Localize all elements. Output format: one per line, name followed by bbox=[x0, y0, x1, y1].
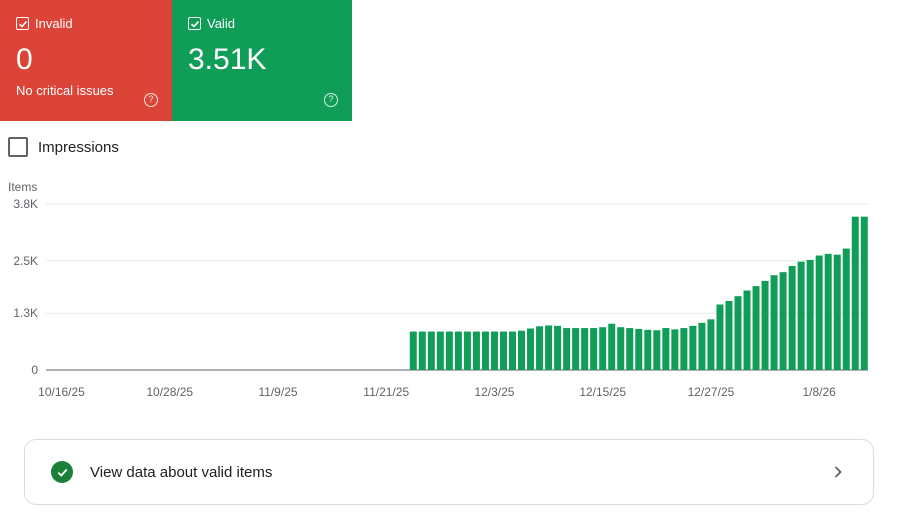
chart-bar[interactable] bbox=[833, 254, 841, 370]
chart-bar[interactable] bbox=[788, 266, 796, 370]
view-valid-items-link[interactable]: View data about valid items bbox=[24, 439, 874, 505]
view-valid-items-label: View data about valid items bbox=[90, 463, 273, 481]
x-tick-label: 1/8/26 bbox=[802, 385, 836, 399]
x-tick-label: 10/16/25 bbox=[38, 385, 85, 399]
chart-bar[interactable] bbox=[725, 300, 733, 370]
chart-bar[interactable] bbox=[436, 331, 444, 370]
y-axis-title: Items bbox=[8, 180, 37, 194]
chart-bar[interactable] bbox=[752, 286, 760, 370]
chart-bar[interactable] bbox=[454, 331, 462, 370]
valid-card-label: Valid bbox=[207, 16, 235, 31]
y-tick-label: 1.3K bbox=[13, 306, 38, 320]
chart-bar[interactable] bbox=[860, 216, 868, 370]
chart-bar[interactable] bbox=[518, 330, 526, 370]
chart-bar[interactable] bbox=[427, 331, 435, 370]
impressions-toggle[interactable]: Impressions bbox=[8, 137, 119, 157]
chart-bar[interactable] bbox=[689, 325, 697, 370]
x-tick-label: 10/28/25 bbox=[146, 385, 193, 399]
x-tick-label: 12/27/25 bbox=[688, 385, 735, 399]
y-tick-label: 2.5K bbox=[13, 254, 38, 268]
chart-bar[interactable] bbox=[590, 328, 598, 370]
chart-bar[interactable] bbox=[761, 280, 769, 370]
chart-bar[interactable] bbox=[770, 275, 778, 370]
check-circle-icon bbox=[51, 461, 73, 483]
invalid-status-card[interactable]: Invalid 0 No critical issues ? bbox=[0, 0, 172, 121]
x-axis-ticks: 10/16/25 10/28/25 11/9/25 11/21/25 12/3/25 12… bbox=[38, 385, 836, 399]
valid-count: 3.51K bbox=[188, 43, 267, 76]
chart-bar[interactable] bbox=[527, 328, 535, 371]
chart-bar[interactable] bbox=[797, 261, 805, 370]
chart-bar[interactable] bbox=[662, 328, 670, 370]
chevron-right-icon bbox=[834, 466, 842, 478]
chart-bar[interactable] bbox=[698, 322, 706, 370]
checkbox-checked-icon[interactable] bbox=[16, 17, 29, 30]
impressions-checkbox[interactable] bbox=[8, 137, 28, 157]
valid-status-card[interactable]: Valid 3.51K ? bbox=[172, 0, 352, 121]
chart-bar[interactable] bbox=[779, 272, 787, 370]
chart-bar[interactable] bbox=[463, 331, 471, 370]
chart-bar[interactable] bbox=[472, 331, 480, 370]
chart-bar[interactable] bbox=[554, 325, 562, 370]
chart-bar[interactable] bbox=[545, 325, 553, 370]
chart-bar[interactable] bbox=[509, 331, 516, 370]
chart-bar[interactable] bbox=[617, 327, 625, 370]
x-tick-label: 12/15/25 bbox=[579, 385, 626, 399]
x-tick-label: 12/3/25 bbox=[474, 385, 514, 399]
chart-bar[interactable] bbox=[572, 328, 580, 370]
chart-bar[interactable] bbox=[536, 326, 544, 370]
chart-bar[interactable] bbox=[581, 328, 589, 370]
chart-bar[interactable] bbox=[716, 304, 724, 370]
chart-bar[interactable] bbox=[635, 328, 643, 370]
checkbox-checked-icon[interactable] bbox=[188, 17, 201, 30]
chart-bar[interactable] bbox=[418, 331, 426, 370]
help-icon[interactable]: ? bbox=[324, 93, 338, 107]
y-tick-label: 3.8K bbox=[13, 197, 38, 211]
chart-bar[interactable] bbox=[743, 290, 751, 370]
chart-bar[interactable] bbox=[734, 296, 742, 370]
chart-bars bbox=[409, 216, 868, 371]
valid-items-chart: Items 3.8K 2.5K 1.3K 0 10/16/25 10/28/25 11/9… bbox=[8, 180, 868, 399]
invalid-subtext: No critical issues bbox=[16, 83, 114, 98]
chart-bar[interactable] bbox=[626, 328, 634, 370]
chart-bar[interactable] bbox=[409, 331, 417, 370]
chart-bar[interactable] bbox=[806, 259, 814, 370]
chart-bar[interactable] bbox=[563, 328, 571, 370]
chart-bar[interactable] bbox=[481, 331, 489, 370]
x-tick-label: 11/9/25 bbox=[258, 385, 297, 399]
x-tick-label: 11/21/25 bbox=[363, 385, 409, 399]
chart-bar[interactable] bbox=[644, 329, 652, 370]
y-tick-label: 0 bbox=[31, 363, 38, 377]
invalid-card-header: Invalid bbox=[16, 16, 156, 31]
chart-bar[interactable] bbox=[445, 331, 453, 370]
chart-bar[interactable] bbox=[599, 327, 607, 370]
invalid-count: 0 bbox=[16, 43, 33, 76]
chart-bar[interactable] bbox=[842, 248, 850, 370]
chart-bar[interactable] bbox=[824, 253, 832, 370]
help-icon[interactable]: ? bbox=[144, 93, 158, 107]
chart-bar[interactable] bbox=[815, 255, 823, 370]
impressions-label: Impressions bbox=[38, 138, 119, 156]
chart-bar[interactable] bbox=[499, 331, 507, 370]
chart-bar[interactable] bbox=[653, 330, 661, 370]
valid-card-header: Valid bbox=[188, 16, 336, 31]
chart-bar[interactable] bbox=[490, 331, 498, 370]
chart-bar[interactable] bbox=[707, 319, 715, 370]
chart-bar[interactable] bbox=[671, 329, 679, 370]
chart-bar[interactable] bbox=[851, 216, 859, 370]
invalid-card-label: Invalid bbox=[35, 16, 73, 31]
chart-bar[interactable] bbox=[680, 328, 688, 370]
chart-bar[interactable] bbox=[608, 323, 616, 370]
